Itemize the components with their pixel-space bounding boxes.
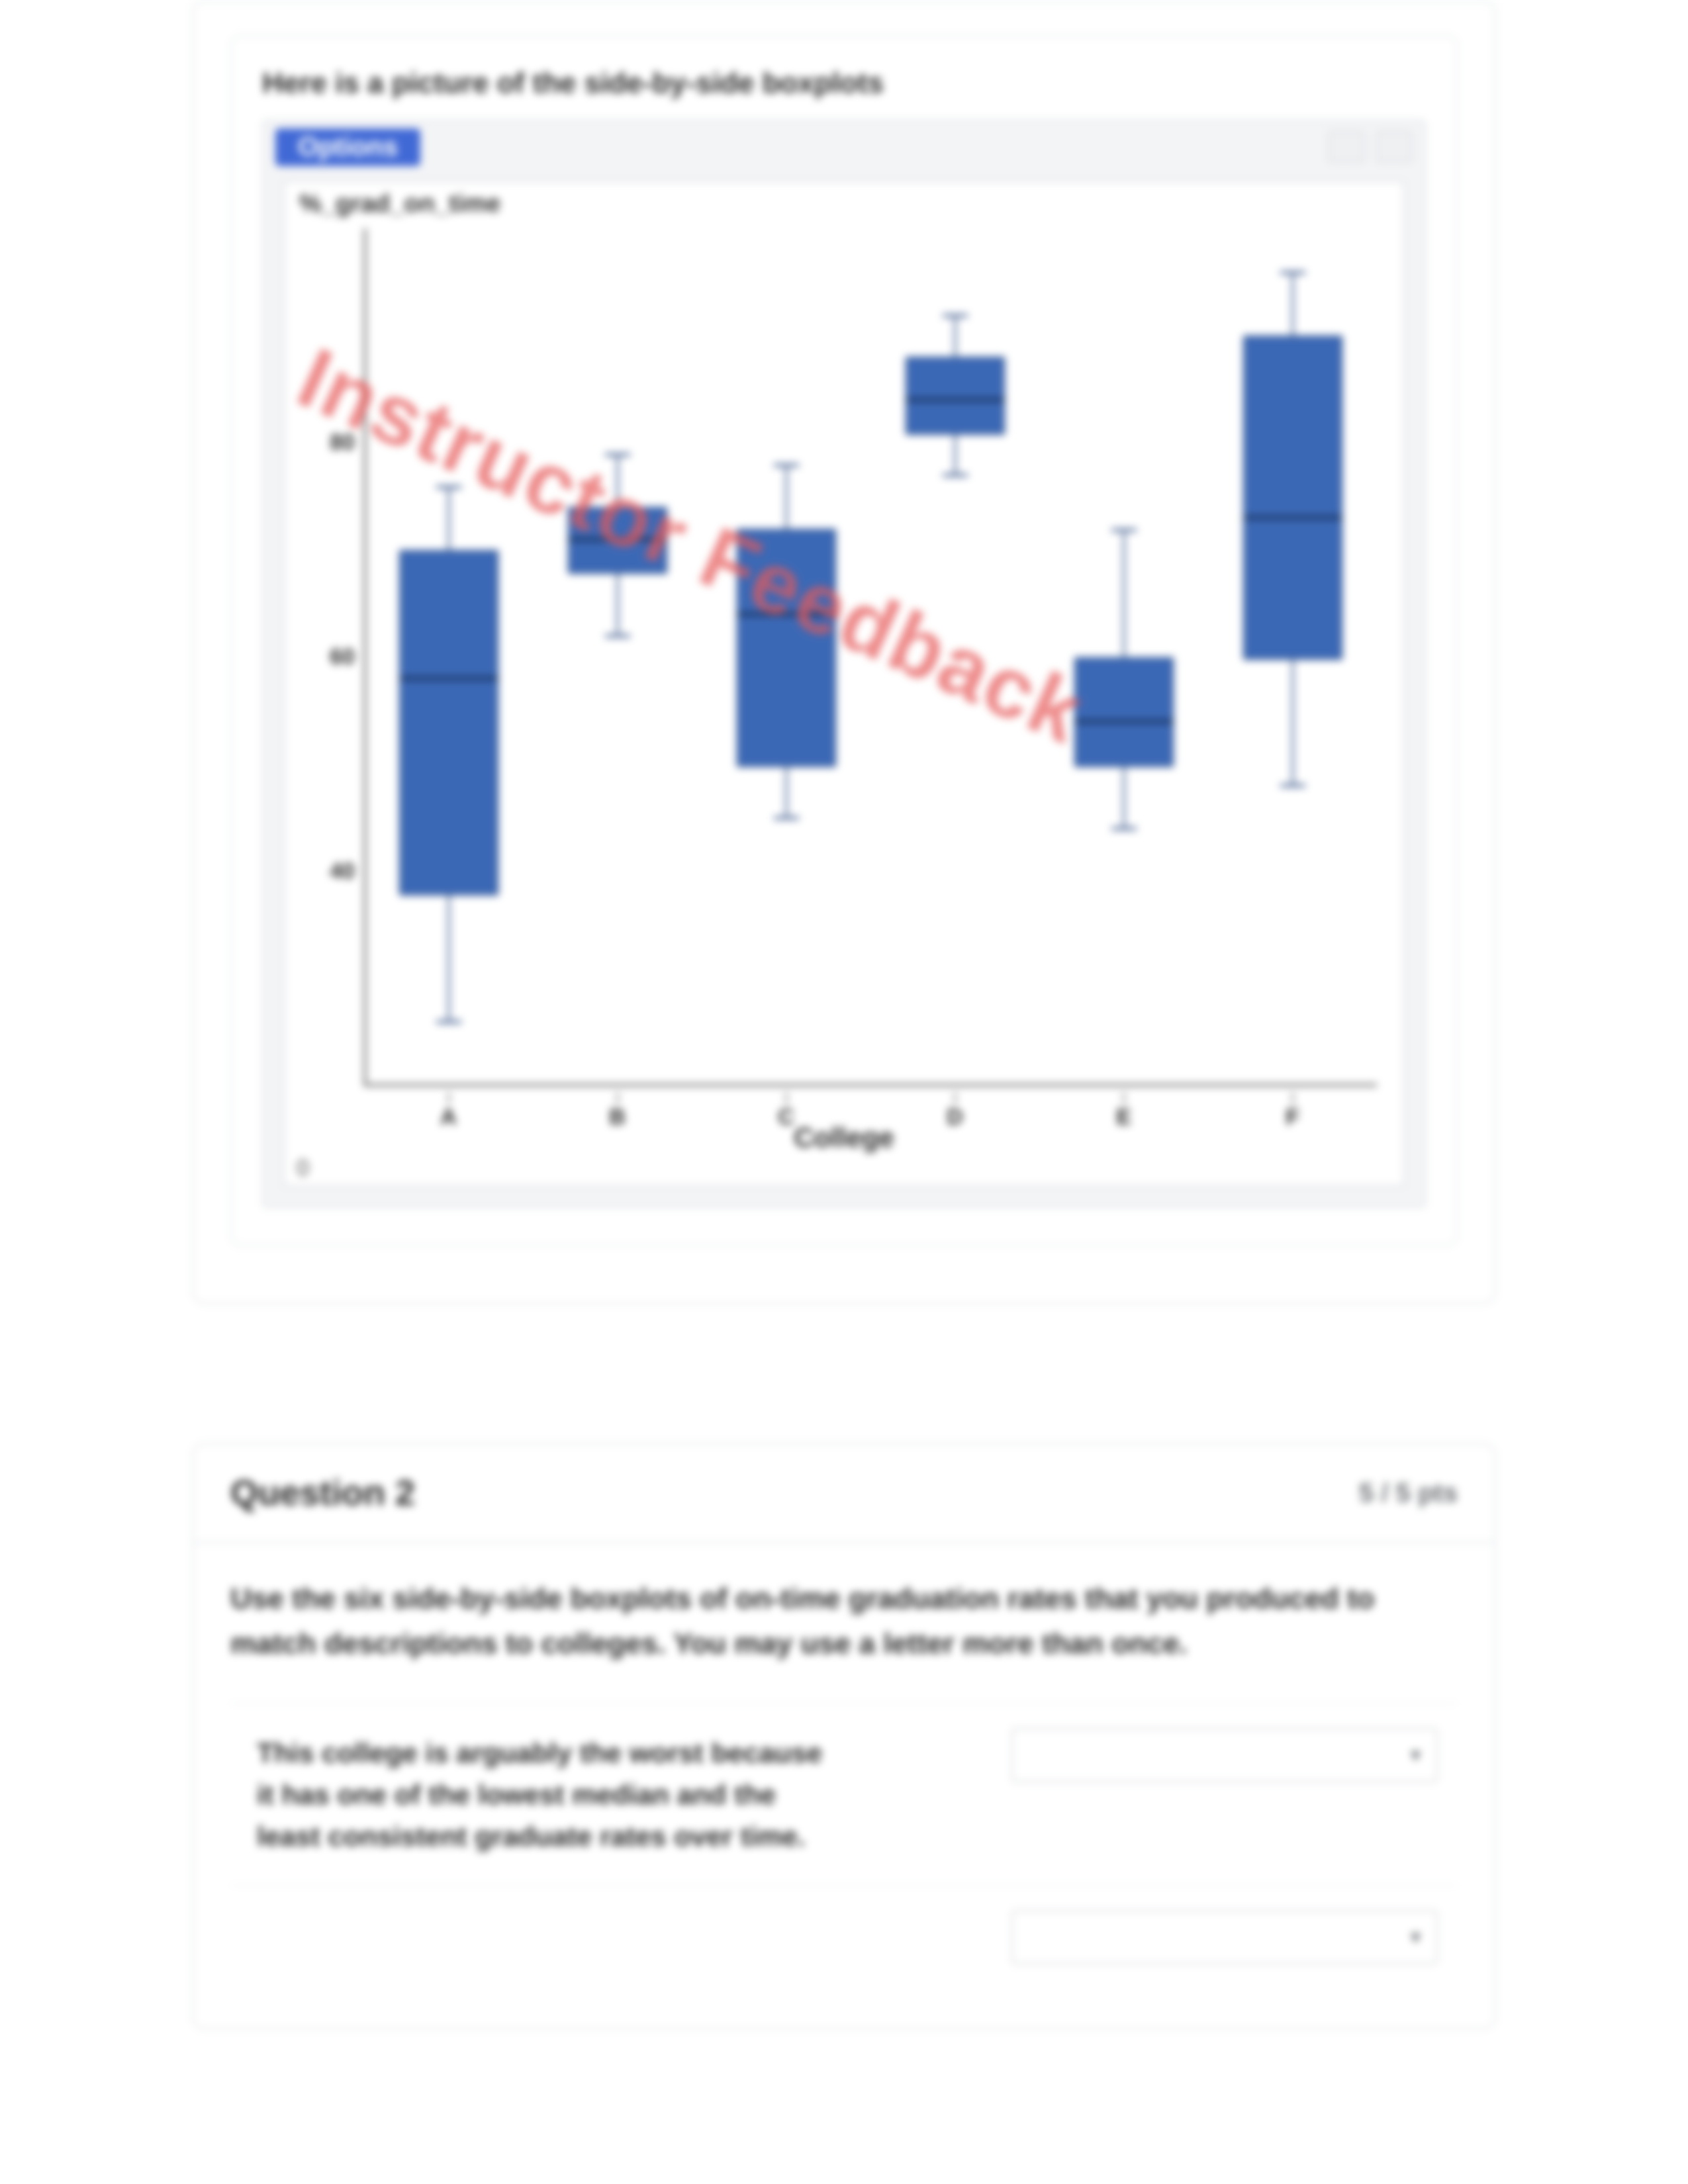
x-axis-line xyxy=(364,1084,1377,1086)
plot-body: %_grad_on_time 406080ABCDEF College 0 In… xyxy=(283,181,1405,1187)
median-line xyxy=(1074,720,1174,723)
median-line xyxy=(568,538,667,541)
whisker-lower xyxy=(954,432,956,475)
x-tick-mark xyxy=(1292,1093,1293,1103)
plot-titlebar: Options xyxy=(263,121,1425,173)
whisker-cap-lower xyxy=(774,817,799,819)
x-tick-mark xyxy=(1123,1093,1125,1103)
boxplot-B xyxy=(568,228,667,1086)
whisker-lower xyxy=(616,571,618,635)
whisker-upper xyxy=(785,464,787,528)
match-rows-container: This college is arguably the worst becau… xyxy=(230,1703,1458,1988)
whisker-upper xyxy=(447,486,449,550)
boxplot-E xyxy=(1074,228,1174,1086)
question-title: Question 2 xyxy=(230,1473,415,1514)
median-line xyxy=(1243,516,1342,519)
whisker-cap-lower xyxy=(1111,827,1137,830)
axis-origin-label: 0 xyxy=(297,1156,309,1181)
y-tick-label: 80 xyxy=(330,430,355,456)
match-row: This college is arguably the worst becau… xyxy=(230,1703,1458,1885)
match-select[interactable]: ▾ xyxy=(1011,1728,1438,1782)
whisker-cap-lower xyxy=(605,635,630,637)
match-description xyxy=(250,1910,831,1964)
match-select[interactable]: ▾ xyxy=(1011,1910,1438,1964)
median-line xyxy=(737,613,836,615)
whisker-cap-upper xyxy=(605,453,630,456)
whisker-lower xyxy=(1123,764,1125,829)
x-tick-mark xyxy=(617,1093,618,1103)
box xyxy=(906,357,1005,434)
boxplot-D xyxy=(906,228,1005,1086)
x-tick-mark xyxy=(786,1093,787,1103)
whisker-cap-upper xyxy=(436,486,461,488)
boxplot-A xyxy=(399,228,498,1086)
whisker-upper xyxy=(616,453,618,507)
y-tick-label: 60 xyxy=(330,645,355,670)
boxplot-caption: Here is a picture of the side-by-side bo… xyxy=(262,67,1426,100)
whisker-cap-lower xyxy=(436,1021,461,1023)
boxplot-C xyxy=(737,228,836,1086)
y-tick-label: 40 xyxy=(330,859,355,885)
question-header: Question 2 5 / 5 pts xyxy=(194,1445,1494,1543)
box xyxy=(1243,336,1342,660)
box xyxy=(399,550,498,895)
median-line xyxy=(906,398,1005,401)
question-points: 5 / 5 pts xyxy=(1359,1479,1458,1508)
whisker-upper xyxy=(954,314,956,357)
boxplot-F xyxy=(1243,228,1342,1086)
options-button[interactable]: Options xyxy=(275,128,420,166)
x-axis-label: College xyxy=(285,1122,1403,1154)
match-select-wrap: ▾ xyxy=(870,1910,1438,1964)
whisker-cap-upper xyxy=(943,314,968,317)
whisker-cap-lower xyxy=(943,474,968,477)
match-select-wrap: ▾ xyxy=(870,1728,1438,1861)
answer-inner-card: Here is a picture of the side-by-side bo… xyxy=(230,35,1458,1246)
whisker-lower xyxy=(447,893,449,1021)
y-axis-line xyxy=(364,228,366,1086)
whisker-lower xyxy=(1291,657,1293,786)
whisker-upper xyxy=(1123,529,1125,657)
median-line xyxy=(399,677,498,680)
chevron-down-icon: ▾ xyxy=(1411,1926,1421,1949)
whisker-upper xyxy=(1291,271,1293,336)
box xyxy=(737,529,836,767)
y-axis-label: %_grad_on_time xyxy=(299,190,500,218)
page: Here is a picture of the side-by-side bo… xyxy=(0,0,1688,2184)
window-minimize-icon[interactable] xyxy=(1328,131,1365,163)
answer-card: Here is a picture of the side-by-side bo… xyxy=(192,0,1496,1304)
whisker-cap-upper xyxy=(1280,271,1305,274)
whisker-cap-upper xyxy=(774,464,799,467)
x-tick-mark xyxy=(955,1093,956,1103)
whisker-cap-lower xyxy=(1280,784,1305,787)
whisker-cap-upper xyxy=(1111,529,1137,531)
window-close-icon[interactable] xyxy=(1376,131,1413,163)
match-description: This college is arguably the worst becau… xyxy=(250,1728,831,1861)
x-tick-mark xyxy=(448,1093,449,1103)
whisker-lower xyxy=(785,764,787,818)
chevron-down-icon: ▾ xyxy=(1411,1744,1421,1767)
question-prompt: Use the six side-by-side boxplots of on-… xyxy=(230,1576,1458,1666)
question-body: Use the six side-by-side boxplots of on-… xyxy=(194,1543,1494,2028)
question-card: Question 2 5 / 5 pts Use the six side-by… xyxy=(192,1443,1496,2030)
match-row: ▾ xyxy=(230,1885,1458,1988)
chart-area: 406080ABCDEF xyxy=(364,228,1377,1086)
box xyxy=(1074,657,1174,767)
plot-window: Options %_grad_on_time 406080ABCDEF Coll… xyxy=(262,120,1426,1208)
